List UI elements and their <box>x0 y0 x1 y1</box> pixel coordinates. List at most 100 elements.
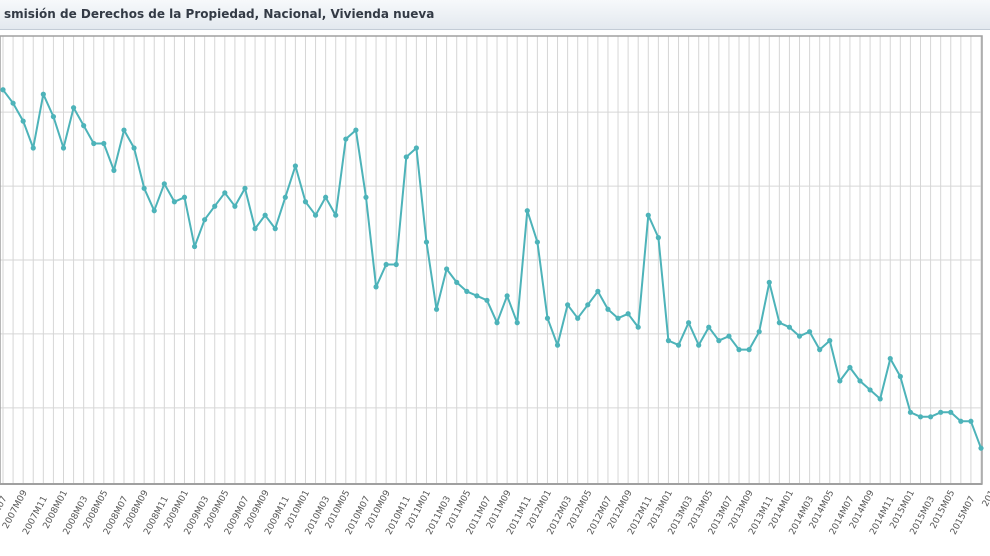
data-point[interactable] <box>20 118 26 124</box>
data-point[interactable] <box>897 373 903 380</box>
data-point[interactable] <box>70 105 77 111</box>
data-point[interactable] <box>585 302 591 308</box>
data-point[interactable] <box>202 217 208 223</box>
data-point[interactable] <box>292 163 298 169</box>
chart-title-bar: smisión de Derechos de la Propiedad, Nac… <box>0 0 990 30</box>
data-point[interactable] <box>938 409 944 415</box>
data-point[interactable] <box>252 226 258 232</box>
data-point[interactable] <box>907 409 914 415</box>
data-point[interactable] <box>191 243 198 250</box>
data-point[interactable] <box>50 114 57 120</box>
data-point[interactable] <box>101 140 107 147</box>
data-point[interactable] <box>323 194 329 200</box>
data-point[interactable] <box>766 279 772 285</box>
data-point[interactable] <box>474 293 480 299</box>
data-point[interactable] <box>232 203 238 209</box>
data-point[interactable] <box>484 297 490 303</box>
data-point[interactable] <box>837 378 843 384</box>
data-point[interactable] <box>615 315 621 321</box>
data-point[interactable] <box>655 235 661 241</box>
data-point[interactable] <box>645 212 651 218</box>
data-point[interactable] <box>706 324 712 330</box>
data-point[interactable] <box>665 338 672 344</box>
data-point[interactable] <box>847 364 853 371</box>
data-point[interactable] <box>796 333 803 339</box>
data-point[interactable] <box>514 320 520 326</box>
data-point[interactable] <box>827 338 833 344</box>
data-point[interactable] <box>30 145 36 151</box>
data-point[interactable] <box>141 185 147 191</box>
data-point[interactable] <box>736 347 742 353</box>
data-point[interactable] <box>111 167 117 173</box>
data-point[interactable] <box>333 212 339 218</box>
data-point[interactable] <box>524 208 530 214</box>
data-point[interactable] <box>121 127 127 133</box>
data-point[interactable] <box>383 261 389 268</box>
data-point[interactable] <box>696 342 702 348</box>
data-point[interactable] <box>958 418 964 424</box>
data-point[interactable] <box>776 320 782 326</box>
data-point[interactable] <box>625 311 631 317</box>
data-point[interactable] <box>151 208 157 214</box>
data-point[interactable] <box>60 145 67 151</box>
data-point[interactable] <box>806 329 813 335</box>
data-point[interactable] <box>91 140 97 147</box>
data-point[interactable] <box>353 127 359 133</box>
data-point[interactable] <box>393 261 399 268</box>
data-point[interactable] <box>81 123 87 129</box>
data-point[interactable] <box>454 279 460 285</box>
data-point[interactable] <box>786 324 793 330</box>
data-point[interactable] <box>948 409 954 415</box>
data-point[interactable] <box>746 347 752 353</box>
data-point[interactable] <box>403 154 409 160</box>
data-point[interactable] <box>0 87 6 93</box>
grid <box>0 36 982 484</box>
data-point[interactable] <box>544 315 551 321</box>
data-point[interactable] <box>444 266 450 272</box>
data-point[interactable] <box>554 342 561 348</box>
data-point[interactable] <box>433 306 440 312</box>
data-point[interactable] <box>282 194 288 200</box>
data-point[interactable] <box>343 136 349 142</box>
data-point[interactable] <box>161 181 167 187</box>
data-point[interactable] <box>363 194 369 200</box>
data-point[interactable] <box>575 315 581 321</box>
data-point[interactable] <box>887 355 893 362</box>
data-point[interactable] <box>262 212 268 218</box>
data-point[interactable] <box>877 396 883 402</box>
data-point[interactable] <box>272 226 278 232</box>
data-point[interactable] <box>605 306 611 312</box>
data-point[interactable] <box>534 239 540 245</box>
data-point[interactable] <box>927 414 934 420</box>
data-point[interactable] <box>686 320 692 326</box>
data-point[interactable] <box>131 145 137 151</box>
data-point[interactable] <box>857 378 863 384</box>
data-point[interactable] <box>595 288 601 294</box>
data-point[interactable] <box>817 347 823 353</box>
data-point[interactable] <box>917 414 924 420</box>
data-point[interactable] <box>675 342 682 348</box>
data-point[interactable] <box>222 190 228 196</box>
data-point[interactable] <box>464 288 470 294</box>
data-point[interactable] <box>423 239 430 245</box>
data-point[interactable] <box>494 320 500 326</box>
data-point[interactable] <box>413 145 419 151</box>
data-point[interactable] <box>212 203 218 209</box>
data-point[interactable] <box>635 324 641 330</box>
data-point[interactable] <box>978 445 984 451</box>
data-point[interactable] <box>181 194 188 200</box>
data-point[interactable] <box>504 293 510 299</box>
data-point[interactable] <box>312 212 319 218</box>
data-point[interactable] <box>242 185 248 191</box>
data-point[interactable] <box>10 100 16 106</box>
data-point[interactable] <box>302 199 309 205</box>
data-point[interactable] <box>565 302 571 308</box>
data-point[interactable] <box>171 199 178 205</box>
data-point[interactable] <box>373 284 379 290</box>
data-point[interactable] <box>867 387 873 393</box>
data-point[interactable] <box>756 329 762 335</box>
data-point[interactable] <box>716 338 722 344</box>
data-point[interactable] <box>726 333 732 339</box>
data-point[interactable] <box>40 91 46 97</box>
data-point[interactable] <box>968 418 974 424</box>
